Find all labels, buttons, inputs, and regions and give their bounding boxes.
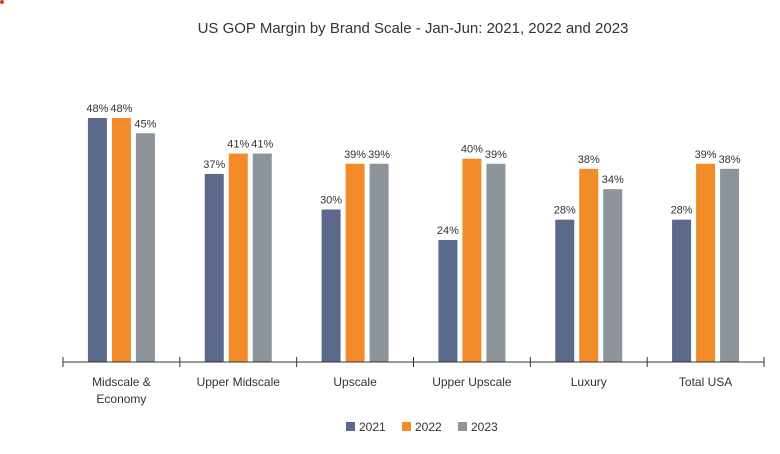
legend-label-2021: 2021: [359, 420, 386, 434]
chart-title: US GOP Margin by Brand Scale - Jan-Jun: …: [198, 20, 629, 37]
bar-2023-3: [486, 163, 506, 362]
bar-2022-4: [579, 168, 599, 362]
data-label-2021-3: 24%: [437, 225, 459, 237]
data-label-2022-2: 39%: [344, 149, 366, 161]
data-label-2023-3: 39%: [485, 149, 507, 161]
legend: 2021 2022 2023: [346, 420, 498, 434]
bar-2022-0: [111, 118, 131, 362]
bar-2021-0: [87, 118, 107, 362]
bar-2021-4: [555, 219, 575, 362]
x-tick-label-1: Upper Midscale: [197, 375, 281, 389]
bar-2021-1: [204, 173, 224, 362]
bars-layer: [87, 118, 740, 362]
x-tick-label-0: Economy: [96, 392, 146, 406]
data-label-2023-1: 41%: [251, 139, 273, 151]
legend-label-2022: 2022: [415, 420, 442, 434]
x-tick-label-2: Upscale: [333, 375, 377, 389]
data-label-2023-0: 45%: [134, 118, 156, 130]
bar-2021-5: [672, 219, 692, 362]
data-label-2022-4: 38%: [578, 154, 600, 166]
data-label-2021-0: 48%: [86, 103, 108, 115]
legend-swatch-2022: [402, 422, 411, 431]
bar-2021-2: [321, 209, 341, 362]
corner-marker: [0, 0, 4, 4]
data-label-2021-1: 37%: [203, 159, 225, 171]
bar-2022-3: [462, 158, 482, 362]
data-label-2022-0: 48%: [110, 103, 132, 115]
x-tick-label-3: Upper Upscale: [432, 375, 512, 389]
data-label-2022-3: 40%: [461, 144, 483, 156]
bar-2022-2: [345, 163, 365, 362]
data-label-2021-5: 28%: [671, 205, 693, 217]
data-label-2022-5: 39%: [695, 149, 717, 161]
bar-2023-4: [603, 189, 623, 362]
data-label-2022-1: 41%: [227, 139, 249, 151]
data-label-2023-5: 38%: [719, 154, 741, 166]
legend-swatch-2021: [346, 422, 355, 431]
data-label-2023-2: 39%: [368, 149, 390, 161]
legend-swatch-2023: [458, 422, 467, 431]
bar-2023-0: [135, 133, 155, 362]
x-axis: Midscale & Economy Upper Midscale Upscale Up…: [62, 357, 765, 406]
bar-2023-2: [369, 163, 389, 362]
data-labels-layer: 48% 48%45%37%41% 41%30%39% 39%24%40% 39%28%3…: [86, 103, 740, 237]
bar-2023-5: [720, 168, 740, 362]
bar-2022-5: [696, 163, 716, 362]
bar-2021-3: [438, 240, 458, 362]
x-tick-label-0: Midscale &: [92, 375, 151, 389]
x-tick-label-5: Total USA: [679, 375, 732, 389]
bar-2022-1: [228, 153, 248, 362]
x-tick-label-4: Luxury: [571, 375, 607, 389]
bar-2023-1: [252, 153, 272, 362]
data-label-2021-2: 30%: [320, 195, 342, 207]
legend-label-2023: 2023: [471, 420, 498, 434]
data-label-2023-4: 34%: [602, 174, 624, 186]
data-label-2021-4: 28%: [554, 205, 576, 217]
